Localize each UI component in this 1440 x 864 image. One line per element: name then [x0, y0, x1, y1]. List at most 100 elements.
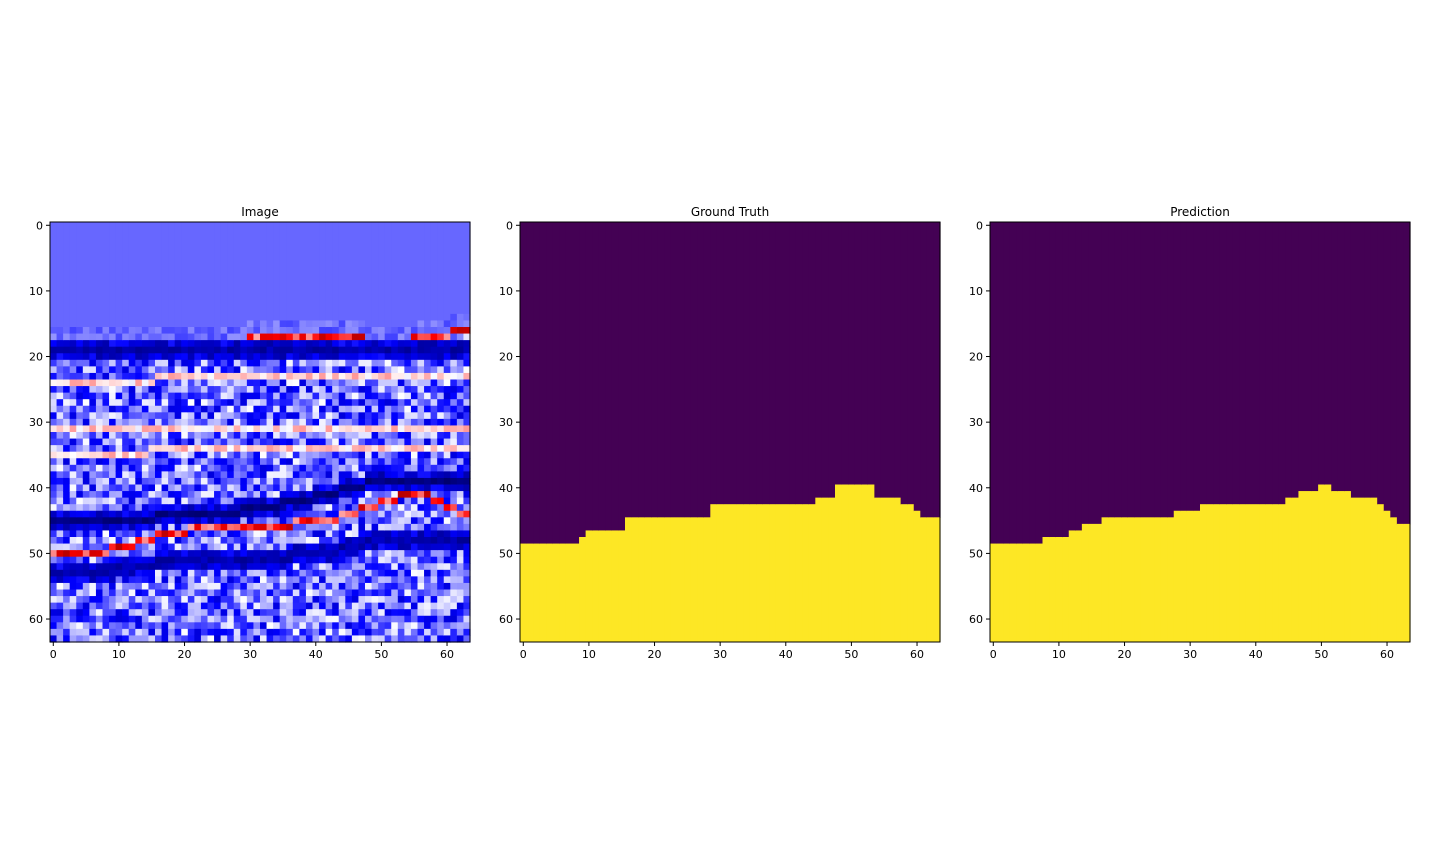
mask-column-class-0	[611, 222, 620, 532]
seismic-cell	[424, 451, 432, 459]
seismic-cell	[410, 537, 419, 545]
seismic-cell	[227, 589, 235, 597]
seismic-cell	[128, 484, 136, 492]
seismic-cell	[227, 412, 235, 420]
seismic-cell	[305, 464, 314, 472]
seismic-cell	[115, 635, 123, 643]
seismic-cell	[450, 471, 458, 479]
seismic-cell	[161, 556, 169, 564]
seismic-cell	[69, 589, 77, 597]
seismic-cell	[89, 405, 97, 413]
seismic-cell	[128, 372, 136, 381]
seismic-cell	[200, 497, 209, 505]
seismic-cell	[95, 497, 104, 505]
mask-column-class-1	[815, 497, 823, 642]
seismic-cell	[365, 464, 373, 472]
seismic-cell	[358, 372, 366, 381]
seismic-cell	[305, 320, 314, 328]
seismic-cell	[338, 523, 346, 532]
seismic-cell	[76, 523, 84, 532]
seismic-cell	[424, 484, 432, 492]
mask-column-class-0	[730, 222, 738, 505]
seismic-cell	[161, 346, 169, 354]
seismic-cell	[319, 537, 327, 545]
seismic-cell	[273, 405, 281, 413]
seismic-cell	[89, 497, 97, 505]
seismic-cell	[332, 432, 340, 440]
seismic-cell	[187, 556, 195, 564]
y-tick-label: 0	[36, 219, 43, 232]
seismic-cell	[456, 327, 465, 335]
seismic-cell	[200, 327, 209, 335]
seismic-cell	[319, 458, 327, 466]
seismic-cell	[286, 622, 294, 630]
seismic-background	[233, 222, 241, 328]
seismic-cell	[273, 491, 281, 499]
seismic-cell	[253, 399, 261, 407]
seismic-background	[365, 222, 373, 328]
seismic-cell	[266, 596, 274, 604]
seismic-cell	[76, 386, 84, 394]
seismic-background	[332, 222, 340, 322]
seismic-cell	[437, 517, 445, 525]
seismic-cell	[279, 497, 287, 505]
seismic-cell	[410, 458, 419, 466]
seismic-cell	[240, 556, 248, 564]
seismic-cell	[397, 615, 405, 623]
seismic-cell	[266, 412, 274, 420]
seismic-cell	[305, 530, 314, 538]
seismic-cell	[404, 556, 412, 564]
seismic-cell	[404, 445, 412, 453]
seismic-cell	[240, 425, 248, 433]
seismic-cell	[319, 320, 327, 328]
seismic-cell	[378, 399, 386, 407]
seismic-cell	[76, 530, 84, 538]
seismic-cell	[253, 596, 261, 604]
seismic-cell	[50, 379, 58, 387]
seismic-cell	[450, 359, 458, 367]
seismic-cell	[417, 412, 425, 420]
seismic-cell	[338, 497, 346, 505]
seismic-cell	[266, 477, 274, 486]
seismic-cell	[240, 445, 248, 453]
seismic-cell	[161, 432, 169, 440]
seismic-cell	[430, 353, 438, 361]
seismic-cell	[312, 333, 320, 341]
seismic-cell	[443, 425, 451, 433]
seismic-cell	[187, 569, 195, 577]
seismic-cell	[378, 327, 386, 335]
seismic-cell	[220, 399, 228, 407]
seismic-cell	[50, 484, 58, 492]
seismic-cell	[63, 386, 71, 394]
seismic-cell	[266, 543, 274, 551]
seismic-cell	[338, 582, 346, 591]
seismic-cell	[417, 602, 425, 610]
seismic-cell	[404, 523, 412, 532]
seismic-cell	[325, 340, 333, 348]
seismic-cell	[128, 582, 136, 591]
seismic-cell	[122, 609, 130, 617]
seismic-cell	[63, 333, 71, 341]
seismic-cell	[299, 432, 307, 440]
seismic-cell	[378, 543, 386, 551]
seismic-cell	[194, 425, 202, 433]
seismic-cell	[279, 425, 287, 433]
seismic-background	[266, 222, 274, 322]
seismic-background	[351, 222, 360, 322]
seismic-cell	[240, 582, 248, 591]
seismic-cell	[141, 359, 150, 367]
seismic-cell	[384, 392, 392, 400]
seismic-cell	[63, 477, 71, 486]
seismic-cell	[437, 589, 445, 597]
seismic-cell	[286, 530, 294, 538]
seismic-cell	[384, 471, 392, 479]
seismic-cell	[424, 569, 432, 577]
seismic-cell	[187, 333, 195, 341]
seismic-cell	[456, 622, 465, 630]
mask-column-class-1	[1285, 497, 1293, 642]
seismic-cell	[50, 635, 58, 643]
seismic-cell	[319, 582, 327, 591]
seismic-cell	[378, 504, 386, 512]
seismic-cell	[115, 602, 123, 610]
y-tick-label: 30	[969, 416, 983, 429]
